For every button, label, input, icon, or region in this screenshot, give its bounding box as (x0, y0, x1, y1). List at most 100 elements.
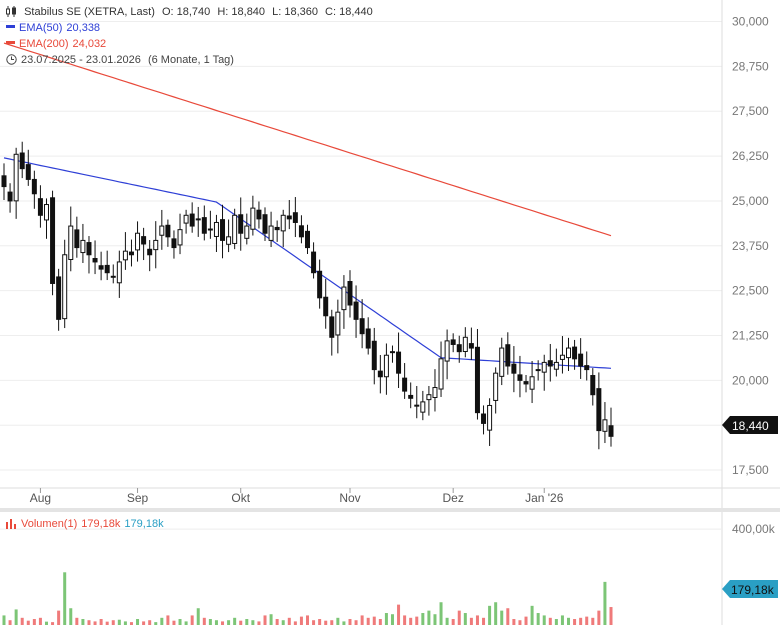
candle (481, 405, 487, 435)
volume-bar (567, 617, 571, 625)
candle (268, 211, 274, 248)
price-axis: 17,50018,75020,00021,25022,50023,75025,0… (732, 15, 769, 478)
volume-bar (123, 621, 127, 625)
volume-bar (129, 622, 133, 625)
candle (37, 185, 43, 228)
volume-bar (63, 572, 67, 625)
volume-bar (99, 619, 103, 625)
pane-separator[interactable] (0, 508, 780, 512)
volume-bars (2, 572, 613, 625)
instrument-name: Stabilus SE (XETRA, Last) (24, 6, 155, 18)
candle (359, 299, 365, 349)
volume-bar (257, 621, 261, 625)
price-tick-label: 17,500 (732, 463, 769, 477)
candle (238, 197, 244, 251)
time-tick-label: Aug (30, 491, 51, 505)
volume-bar (585, 616, 589, 625)
volume-bar (202, 617, 206, 625)
price-tick-label: 30,000 (732, 15, 769, 29)
candle (377, 354, 383, 394)
volume-bar (560, 615, 564, 625)
candle (153, 221, 159, 269)
price-tick-label: 25,000 (732, 194, 769, 208)
time-tick-label: Nov (339, 491, 360, 505)
candle (493, 367, 499, 414)
ema200-line (3, 42, 612, 237)
volume-bar (433, 614, 437, 625)
candle (317, 259, 323, 309)
candle (286, 200, 292, 230)
candle (220, 204, 226, 259)
candle (43, 198, 49, 239)
time-tick-label: Dez (443, 491, 464, 505)
volume-bar (524, 616, 528, 625)
close-value: C: 18,440 (325, 6, 373, 18)
candle (280, 209, 286, 248)
candle (329, 309, 335, 356)
price-tick-label: 20,000 (732, 373, 769, 387)
ema50-label: EMA(50) (19, 22, 63, 34)
volume-bar (603, 581, 607, 625)
candle (244, 213, 250, 245)
candle (468, 327, 474, 360)
candle (335, 299, 341, 354)
candle (183, 209, 189, 234)
candle (323, 278, 329, 329)
low-value: L: 18,360 (272, 6, 318, 18)
volume-bar (609, 607, 613, 625)
volume-bar (8, 620, 12, 625)
open-value: O: 18,740 (161, 6, 211, 18)
candle (250, 195, 256, 236)
volume-axis: 400,00k (732, 522, 776, 536)
volume-value: 179,18k (81, 518, 121, 530)
volume-bar (81, 619, 85, 625)
volume-bar (324, 620, 328, 625)
volume-bar (342, 621, 346, 625)
volume-bar (494, 602, 498, 625)
ema50-value: 20,338 (66, 22, 101, 34)
volume-bar (554, 619, 558, 625)
volume-bar (536, 613, 540, 625)
candle (116, 250, 122, 298)
volume-bar (142, 621, 146, 625)
candle (68, 206, 74, 272)
volume-bar (178, 619, 182, 625)
candle (141, 227, 147, 261)
volume-bar (306, 615, 309, 625)
date-range: 23.07.2025 - 23.01.2026 (21, 54, 141, 66)
ema200-swatch (6, 41, 15, 44)
candle (195, 206, 201, 237)
volume-label: Volumen(1) (21, 518, 78, 530)
range-detail: (6 Monate, 1 Tag) (147, 54, 234, 66)
volume-tick-label: 400,00k (732, 522, 776, 536)
volume-bar (488, 605, 492, 625)
candle (456, 335, 462, 363)
candle (201, 205, 207, 241)
candle (232, 208, 238, 250)
candle (347, 270, 353, 318)
candle (584, 351, 590, 381)
last-volume-badge: 179,18k (722, 580, 778, 598)
candle (553, 348, 559, 377)
volume-header: Volumen(1) 179,18k 179,18k (6, 516, 168, 532)
candle (311, 242, 317, 279)
candle (535, 360, 541, 381)
time-tick-label: Okt (231, 491, 250, 505)
volume-bar (348, 619, 352, 625)
volume-bar (390, 614, 394, 625)
volume-bar (233, 617, 237, 625)
ema50-legend: EMA(50) 20,338 (6, 20, 104, 36)
volume-bar (579, 617, 583, 625)
volume-bar (318, 619, 322, 625)
volume-bar (208, 619, 212, 625)
volume-bar (38, 617, 42, 625)
candle (207, 210, 213, 239)
candle (50, 190, 56, 296)
volume-bar (32, 619, 36, 625)
price-tick-label: 22,500 (732, 284, 769, 298)
volume-bar (530, 605, 534, 625)
volume-bar (245, 619, 249, 625)
volume-bar (451, 619, 455, 625)
